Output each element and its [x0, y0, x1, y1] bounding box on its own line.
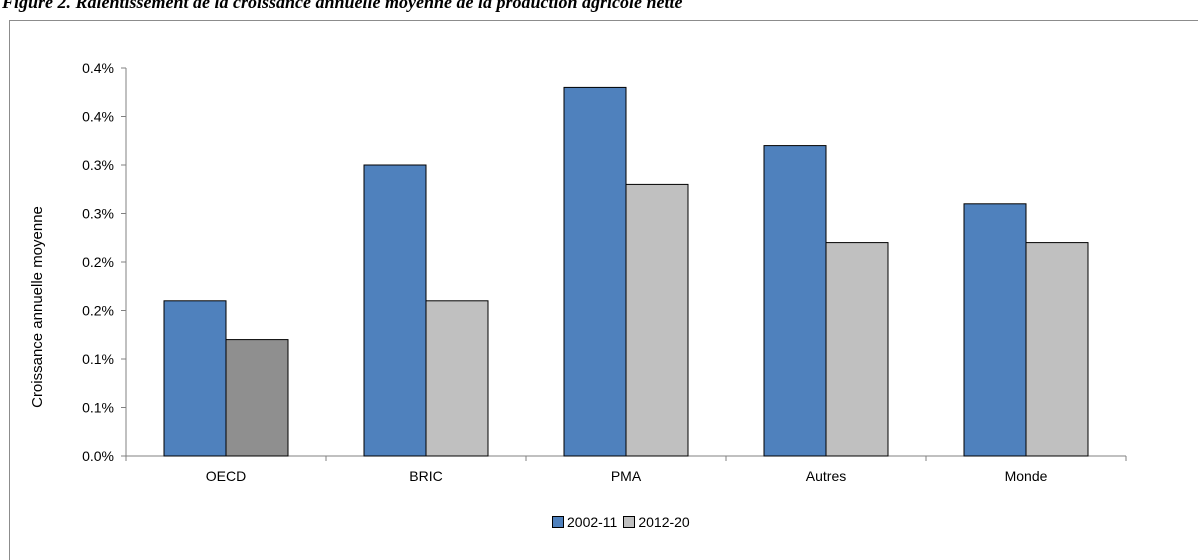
bar-bric-2002-11 [363, 164, 427, 457]
y-tick-label: 0.4% [82, 109, 114, 125]
legend-swatch-2012-20 [623, 516, 636, 528]
y-tick-label: 0.1% [82, 400, 114, 416]
y-tick-label: 0.4% [82, 60, 114, 76]
bar-autres-2012-20 [825, 242, 889, 457]
y-axis-title: Croissance annuelle moyenne [29, 206, 46, 408]
legend-label-2002-11: 2002-11 [567, 514, 618, 530]
bar-monde-2012-20 [1025, 242, 1089, 457]
bar-oecd-2012-20 [225, 339, 289, 457]
bar-monde-2002-11 [963, 203, 1027, 457]
bar-pma-2002-11 [563, 86, 627, 457]
bar-chart: 0.0% 0.1% 0.1% 0.2% 0.2% 0.3% 0.3% 0.4% 0.4% OEC… [29, 60, 1127, 484]
y-tick-label: 0.3% [82, 206, 114, 222]
bar-bric-2012-20 [425, 300, 489, 457]
legend-item-2002-11: 2002-11 [552, 514, 617, 530]
bar-pma-2012-20 [625, 183, 689, 457]
y-tick-label: 0.2% [82, 303, 114, 319]
x-tick-label: OECD [206, 468, 246, 484]
x-tick-label: Monde [1005, 468, 1048, 484]
y-tick-label: 0.1% [82, 351, 114, 367]
chart-title: Figure 2. Ralentissement de la croissanc… [2, 0, 683, 12]
x-tick-label: BRIC [409, 468, 442, 484]
y-tick-label: 0.0% [82, 448, 114, 464]
x-axis: OECD BRIC PMA Autres Monde [125, 455, 1127, 484]
y-axis: 0.0% 0.1% 0.1% 0.2% 0.2% 0.3% 0.3% 0.4% 0.4% [82, 60, 127, 464]
bar-oecd-2002-11 [163, 300, 227, 457]
y-tick-label: 0.2% [82, 254, 114, 270]
legend-label-2012-20: 2012-20 [638, 514, 690, 530]
legend: 2002-11 2012-20 [552, 514, 696, 530]
y-tick-label: 0.3% [82, 157, 114, 173]
bar-autres-2002-11 [763, 145, 827, 457]
legend-item-2012-20: 2012-20 [623, 514, 690, 530]
chart-frame [9, 20, 1198, 560]
x-tick-label: PMA [611, 468, 642, 484]
bars [163, 86, 1089, 457]
legend-swatch-2002-11 [552, 516, 564, 528]
x-tick-label: Autres [806, 468, 846, 484]
